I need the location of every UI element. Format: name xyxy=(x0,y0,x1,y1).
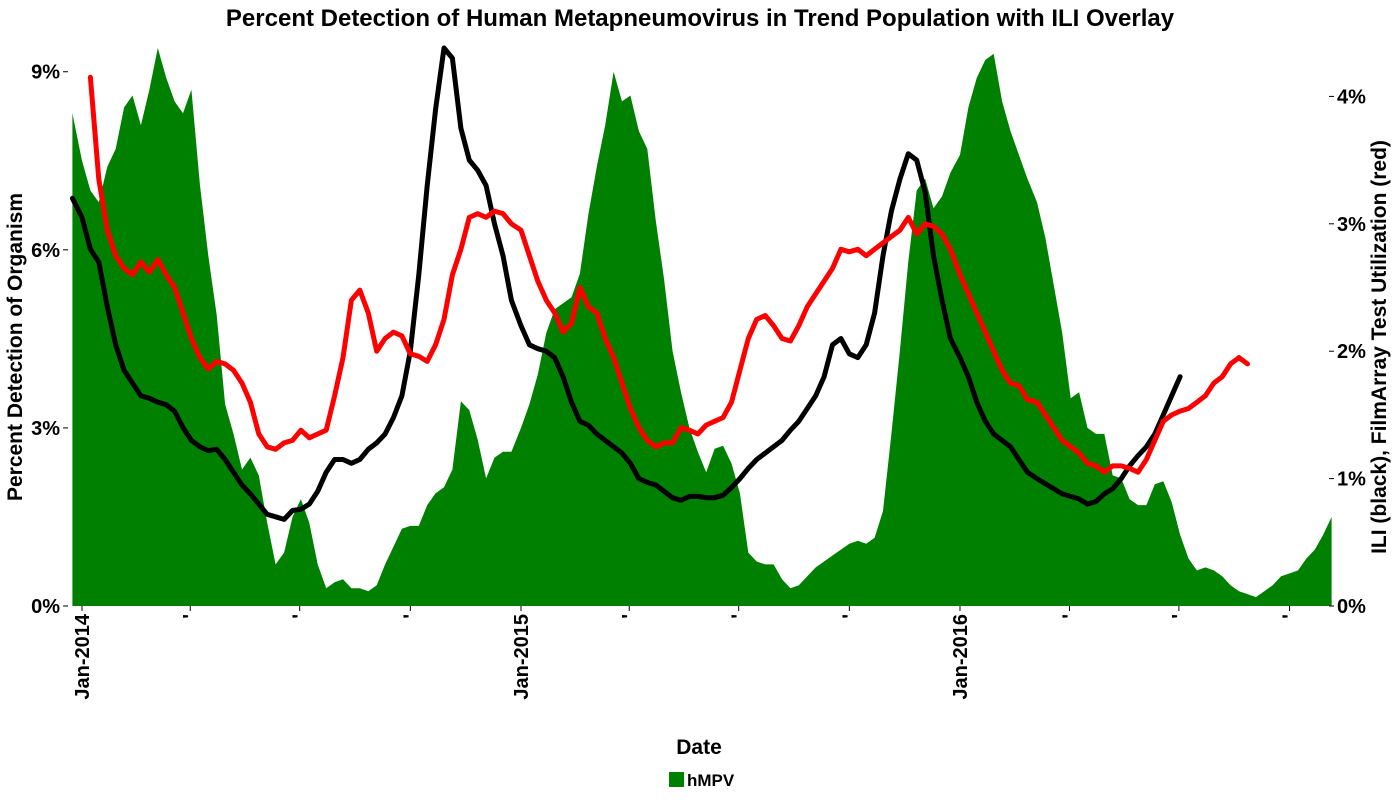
x-axis-title: Date xyxy=(676,736,722,759)
right-y-tick-label: 1% xyxy=(1337,469,1366,491)
left-y-tick-label: 9% xyxy=(31,62,60,84)
right-y-tick-label: 0% xyxy=(1337,596,1366,618)
plot-area xyxy=(69,45,1332,606)
left-y-axis: 0% 3% 6% 9% xyxy=(31,62,68,618)
x-tick-label: ' xyxy=(180,614,202,619)
x-axis: Jan-2014 ' ' ' Jan-2015 ' ' ' Jan-2016 ' ' ' xyxy=(72,606,1302,700)
filmarray-test-utilization-line xyxy=(87,74,1250,475)
legend: hMPV xyxy=(669,771,735,790)
hmpv-area-layer xyxy=(72,48,1332,606)
left-y-tick-label: 3% xyxy=(31,418,60,440)
left-y-tick-label: 6% xyxy=(31,240,60,262)
y2-axis-title: ILI (black), FilmArray Test Utilization … xyxy=(1368,140,1391,554)
x-tick-label: ' xyxy=(400,614,422,619)
chart-title: Percent Detection of Human Metapneumovir… xyxy=(226,5,1175,32)
x-tick-label: ' xyxy=(839,614,861,619)
x-tick-label: Jan-2014 xyxy=(72,613,94,699)
ili-line xyxy=(69,45,1183,522)
x-tick-label: Jan-2016 xyxy=(950,614,972,700)
right-y-tick-label: 4% xyxy=(1337,86,1366,108)
right-y-tick-label: 2% xyxy=(1337,341,1366,363)
right-y-axis: 0% 1% 2% 3% 4% xyxy=(1329,86,1366,618)
x-tick-label: ' xyxy=(619,614,641,619)
x-tick-label: Jan-2015 xyxy=(511,614,533,700)
legend-swatch xyxy=(669,772,684,787)
right-y-tick-label: 3% xyxy=(1337,214,1366,236)
x-tick-label: ' xyxy=(729,614,751,619)
hmpv-area xyxy=(72,48,1332,606)
x-tick-label: ' xyxy=(1280,614,1302,619)
x-tick-label: ' xyxy=(1169,614,1191,619)
left-y-tick-label: 0% xyxy=(31,596,60,618)
x-tick-label: ' xyxy=(290,614,312,619)
x-tick-label: ' xyxy=(1059,614,1081,619)
y-axis-title: Percent Detection of Organism xyxy=(4,193,27,501)
line-layer xyxy=(69,45,1250,522)
legend-label: hMPV xyxy=(687,771,735,790)
